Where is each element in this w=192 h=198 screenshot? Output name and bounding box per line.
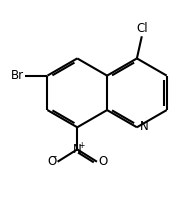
Text: O: O: [98, 155, 107, 168]
Text: N: N: [140, 120, 148, 133]
Text: O: O: [47, 155, 56, 168]
Text: Br: Br: [11, 69, 24, 82]
Text: N: N: [73, 143, 82, 156]
Text: +: +: [78, 141, 85, 150]
Text: Cl: Cl: [136, 22, 148, 35]
Text: −: −: [49, 151, 56, 160]
